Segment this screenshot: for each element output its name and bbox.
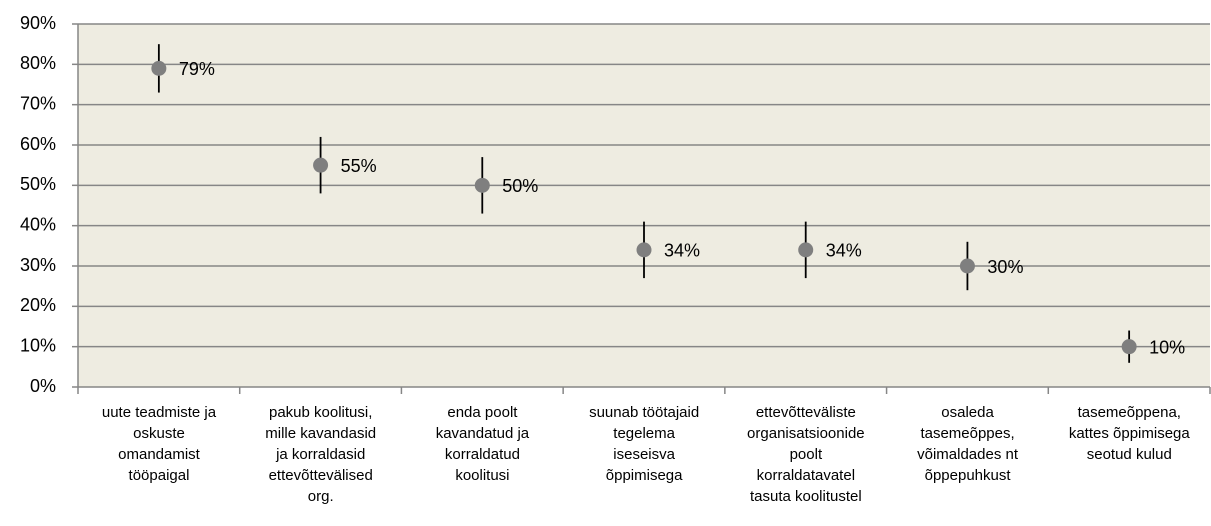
dot <box>474 177 490 193</box>
y-tick-label: 10% <box>20 335 56 355</box>
x-tick-label: ettevõtteväliste organisatsioonide poolt… <box>747 404 865 505</box>
dot <box>636 242 652 258</box>
y-tick-label: 60% <box>20 134 56 154</box>
y-tick-label: 20% <box>20 295 56 315</box>
y-tick-label: 40% <box>20 214 56 234</box>
x-tick-label: tasemeõppena, kattes õppimisega seotud k… <box>1068 404 1190 463</box>
data-label: 10% <box>1149 337 1185 357</box>
y-tick-label: 70% <box>20 93 56 113</box>
y-tick-label: 90% <box>20 13 56 33</box>
plot-area <box>78 24 1210 387</box>
data-label: 55% <box>341 156 377 176</box>
data-label: 30% <box>987 257 1023 277</box>
dot <box>959 258 975 274</box>
data-label: 34% <box>826 241 862 261</box>
x-tick-label: uute teadmiste ja oskuste omandamist töö… <box>101 404 217 484</box>
x-tick-label: pakub koolitusi, mille kavandasid ja kor… <box>265 404 377 505</box>
dot <box>151 60 167 76</box>
dot <box>798 242 814 258</box>
x-tick-label: enda poolt kavandatud ja korraldatud koo… <box>435 404 530 484</box>
y-tick-label: 80% <box>20 53 56 73</box>
data-label: 50% <box>502 176 538 196</box>
dot <box>1121 339 1137 355</box>
x-tick-label: osaleda tasemeõppes, võimaldades nt õppe… <box>917 404 1019 484</box>
y-tick-label: 30% <box>20 255 56 275</box>
data-label: 34% <box>664 241 700 261</box>
y-tick-label: 50% <box>20 174 56 194</box>
data-label: 79% <box>179 59 215 79</box>
dot <box>313 157 329 173</box>
y-tick-label: 0% <box>30 376 56 396</box>
x-tick-label: suunab töötajaid tegelema iseseisva õppi… <box>589 404 700 484</box>
